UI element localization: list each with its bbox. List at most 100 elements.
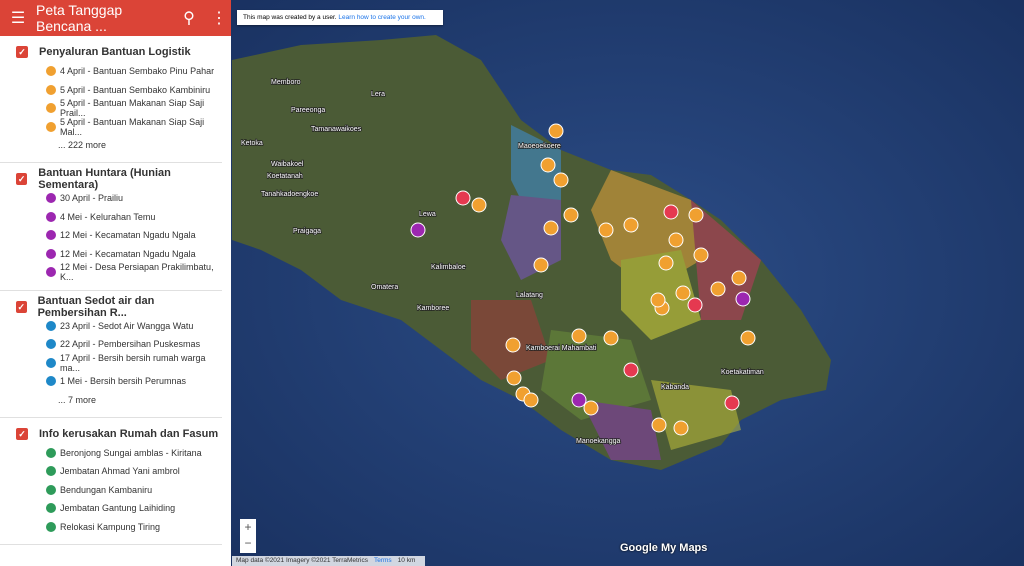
layer-item[interactable]: 17 April - Bersih bersih rumah warga ma.… <box>0 353 222 373</box>
place-label: Omatera <box>371 284 398 291</box>
map-marker[interactable] <box>688 207 704 223</box>
map-marker[interactable] <box>571 392 587 408</box>
layer-item[interactable]: Bendungan Kambaniru <box>0 481 222 500</box>
district-overlays <box>471 125 761 460</box>
item-label: 4 Mei - Kelurahan Temu <box>60 211 156 222</box>
terms-link[interactable]: Terms <box>373 557 392 564</box>
map-marker[interactable] <box>523 392 539 408</box>
map-marker[interactable] <box>673 420 689 436</box>
item-label: 23 April - Sedot Air Wangga Watu <box>60 320 194 331</box>
map: Memboro Lera Pareeonga Tamanawaikoes Ket… <box>231 0 1024 566</box>
layer-item[interactable]: 5 April - Bantuan Sembako Kambiniru <box>0 81 222 100</box>
map-marker[interactable] <box>505 337 521 353</box>
map-marker[interactable] <box>603 330 619 346</box>
place-label: Tanahkadoengkoe <box>261 191 318 198</box>
item-label: Jembatan Gantung Laihiding <box>60 503 176 514</box>
map-marker[interactable] <box>506 370 522 386</box>
item-icon <box>46 376 56 387</box>
place-label: Kamboree <box>417 305 449 312</box>
map-marker[interactable] <box>471 197 487 213</box>
map-marker[interactable] <box>548 123 564 139</box>
map-marker[interactable] <box>455 190 471 206</box>
logo: Google My Maps <box>620 542 708 554</box>
layer-item[interactable]: 30 April - Prailiu <box>0 189 222 208</box>
item-label: Beronjong Sungai amblas - Kiritana <box>60 447 202 458</box>
layer-item[interactable]: Relokasi Kampung Tiring <box>0 518 222 537</box>
layer-item[interactable]: 5 April - Bantuan Makanan Siap Saji Mal.… <box>0 116 222 137</box>
place-label: Maoeoekoere <box>518 143 561 150</box>
item-label: 5 April - Bantuan Makanan Siap Saji Prai… <box>60 98 205 119</box>
map-marker[interactable] <box>675 285 691 301</box>
layer-item[interactable]: 4 April - Bantuan Sembako Pinu Pahar <box>0 62 222 81</box>
layer-item[interactable]: 12 Mei - Desa Persiapan Prakilimbatu, K.… <box>0 262 222 283</box>
map-marker[interactable] <box>650 292 666 308</box>
place-label: Koetakatiman <box>721 369 764 376</box>
item-icon <box>46 484 56 495</box>
more-link[interactable]: ... 7 more <box>58 394 97 405</box>
layer-checkbox[interactable]: ✓ <box>16 173 28 185</box>
item-icon <box>46 121 56 132</box>
map-marker[interactable] <box>533 257 549 273</box>
layer-item[interactable]: Jembatan Gantung Laihiding <box>0 499 222 518</box>
markers <box>410 123 756 436</box>
map-marker[interactable] <box>563 207 579 223</box>
item-icon <box>46 84 56 95</box>
map-marker[interactable] <box>410 222 426 238</box>
map-marker[interactable] <box>693 247 709 263</box>
map-marker[interactable] <box>687 297 703 313</box>
item-icon <box>46 211 56 222</box>
map-marker[interactable] <box>740 330 756 346</box>
layer-item[interactable]: 22 April - Pembersihan Puskesmas <box>0 335 222 354</box>
banner-link[interactable]: Learn how to create your own. <box>338 14 426 21</box>
layer-item[interactable]: 1 Mei - Bersih bersih Perumnas <box>0 372 222 391</box>
item-label: 22 April - Pembersihan Puskesmas <box>60 339 201 350</box>
place-label: Waibakoel <box>271 161 304 168</box>
zoom-out[interactable]: − <box>244 536 252 550</box>
layer-checkbox[interactable]: ✓ <box>16 427 28 440</box>
layer-item[interactable]: 23 April - Sedot Air Wangga Watu <box>0 317 222 336</box>
map-marker[interactable] <box>598 222 614 238</box>
place-label: Ketoka <box>241 140 263 147</box>
layer-checkbox[interactable]: ✓ <box>16 46 28 58</box>
item-icon <box>46 503 56 514</box>
map-marker[interactable] <box>663 204 679 220</box>
layer-title: Bantuan Huntara (Hunian Sementara) <box>38 167 171 191</box>
map-marker[interactable] <box>543 220 559 236</box>
layer-item[interactable]: Beronjong Sungai amblas - Kiritana <box>0 444 222 463</box>
map-marker[interactable] <box>553 172 569 188</box>
item-label: 12 Mei - Desa Persiapan Prakilimbatu, K.… <box>60 262 214 283</box>
scale: 10 km <box>397 557 416 564</box>
layer-item[interactable]: 5 April - Bantuan Makanan Siap Saji Prai… <box>0 98 222 119</box>
map-marker[interactable] <box>583 400 599 416</box>
map-marker[interactable] <box>668 232 684 248</box>
map-marker[interactable] <box>710 281 726 297</box>
map-marker[interactable] <box>540 157 556 173</box>
layer-item[interactable]: 12 Mei - Kecamatan Ngadu Ngala <box>0 245 222 264</box>
item-label: 12 Mei - Kecamatan Ngadu Ngala <box>60 248 196 259</box>
map-marker[interactable] <box>731 270 747 286</box>
place-label: Kamboerai Mahambati <box>526 345 597 352</box>
search-button[interactable]: ⚲ <box>183 10 195 27</box>
map-marker[interactable] <box>735 291 751 307</box>
layer: ✓ Info kerusakan Rumah dan Fasum Beronjong… <box>0 418 222 545</box>
map-marker[interactable] <box>623 217 639 233</box>
layer-item[interactable]: 4 Mei - Kelurahan Temu <box>0 208 222 227</box>
place-label: Tamanawaikoes <box>311 126 362 133</box>
map-marker[interactable] <box>651 417 667 433</box>
map-marker[interactable] <box>623 362 639 378</box>
menu-button[interactable]: ☰ <box>10 10 26 27</box>
map-marker[interactable] <box>658 255 674 271</box>
more-link[interactable]: ... 222 more <box>58 140 107 150</box>
more-button[interactable]: ⋮ <box>211 10 227 27</box>
item-icon <box>46 357 56 368</box>
item-label: 5 April - Bantuan Makanan Siap Saji Mal.… <box>60 116 205 137</box>
zoom-in[interactable]: + <box>244 520 252 534</box>
layer-item[interactable]: 12 Mei - Kecamatan Ngadu Ngala <box>0 226 222 245</box>
layer-checkbox[interactable]: ✓ <box>16 300 27 313</box>
place-label: Manoekangga <box>576 438 620 445</box>
layer-item[interactable]: Jembatan Ahmad Yani ambrol <box>0 462 222 481</box>
item-label: 30 April - Prailiu <box>60 193 124 204</box>
map-marker[interactable] <box>724 395 740 411</box>
map-marker[interactable] <box>571 328 587 344</box>
